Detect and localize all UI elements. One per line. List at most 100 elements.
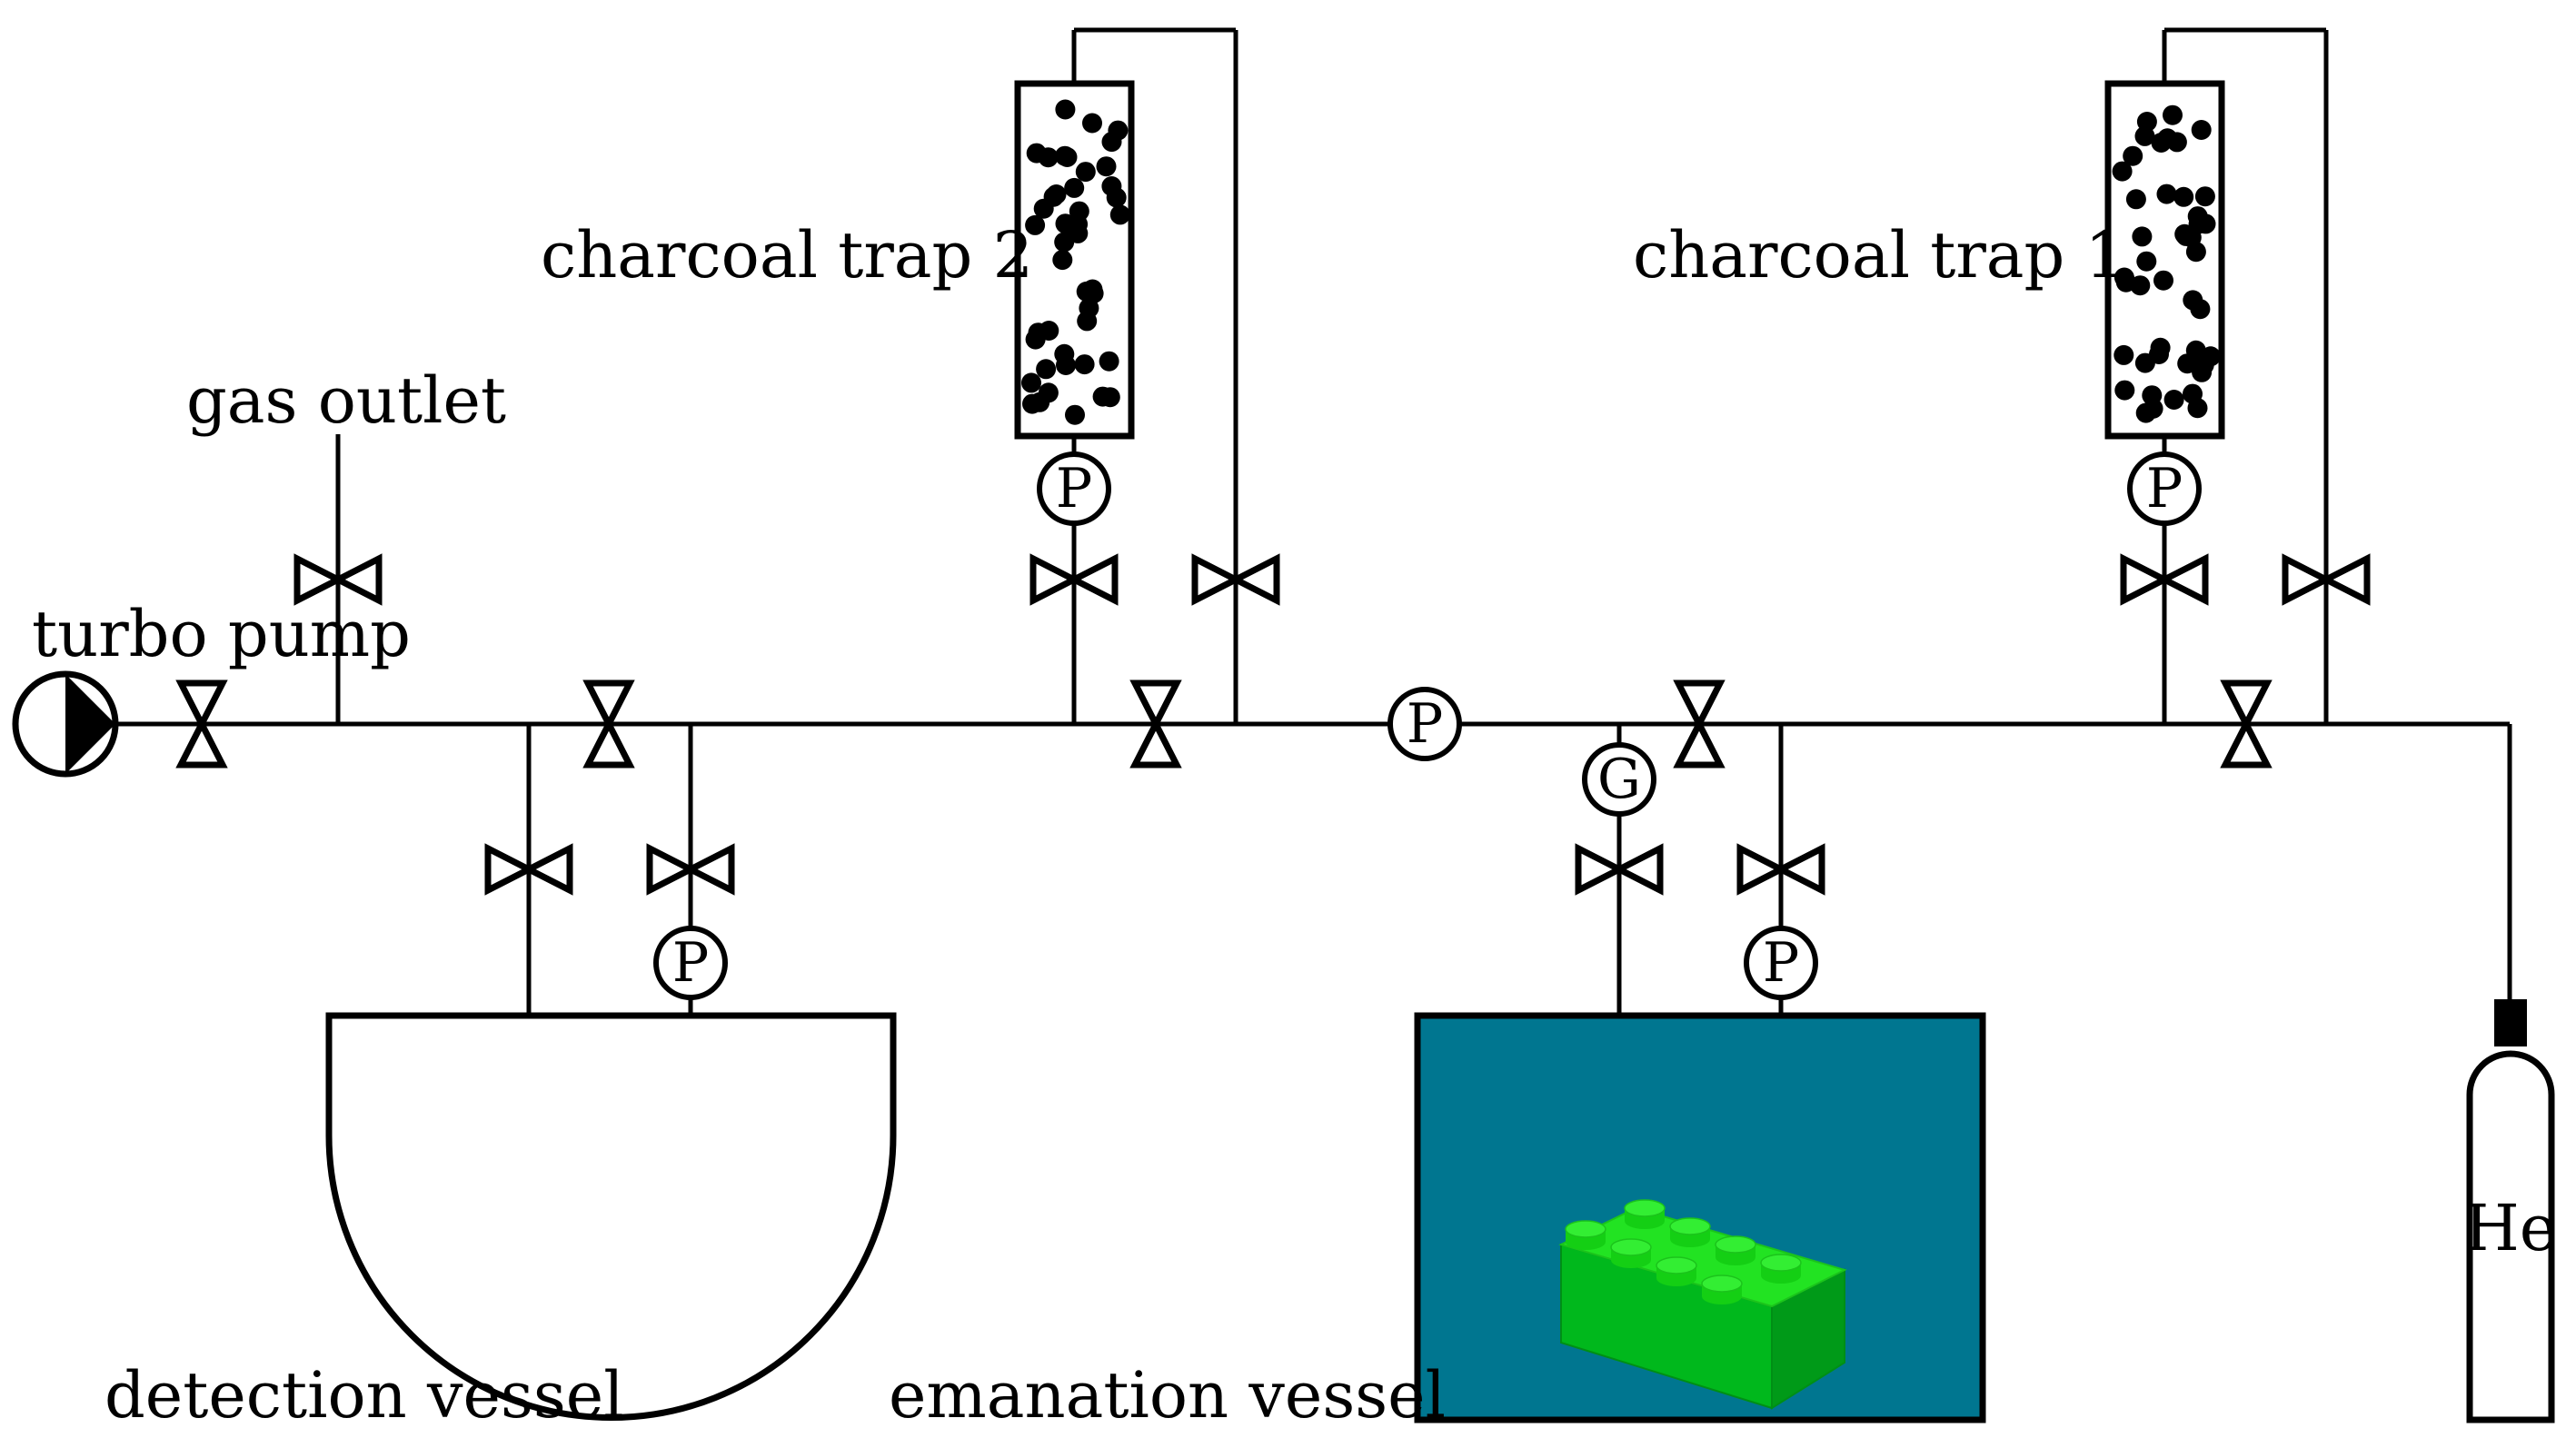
svg-text:P: P <box>2146 457 2183 521</box>
pressure-gauge-main: P <box>1387 687 1462 761</box>
charcoal-granule <box>2177 353 2198 374</box>
charcoal-granule <box>1074 354 1095 375</box>
charcoal-granule <box>1096 156 1117 177</box>
charcoal-granule <box>2135 402 2156 423</box>
charcoal-granule <box>1065 404 1085 425</box>
emanation-vessel-label: emanation vessel <box>889 1358 1446 1433</box>
charcoal-granule <box>1052 250 1073 271</box>
charcoal-granule <box>1099 351 1119 372</box>
charcoal-granule <box>2156 183 2177 204</box>
charcoal-trap-1-label: charcoal trap 1 <box>1633 218 2125 293</box>
charcoal-granule <box>1036 359 1057 380</box>
brick-stud <box>1610 1238 1652 1268</box>
charcoal-granule <box>1021 372 1041 393</box>
charcoal-granule <box>1055 99 1076 120</box>
helium-label: He <box>2464 1191 2557 1265</box>
charcoal-granule <box>1092 386 1113 407</box>
svg-text:P: P <box>1763 931 1799 995</box>
detection-vessel <box>325 1012 897 1421</box>
brick-stud <box>1760 1254 1802 1284</box>
pressure-gauge-emanation: P <box>1744 926 1818 1000</box>
charcoal-granule <box>1057 147 1078 167</box>
helium-bottle-valve <box>2494 999 2527 1046</box>
gas-outlet-label: gas outlet <box>186 363 506 438</box>
valve-turbo-pump[interactable] <box>175 679 228 769</box>
charcoal-granule <box>2157 128 2178 149</box>
valve-emanation-right[interactable] <box>1736 843 1825 896</box>
valve-detection-left[interactable] <box>484 843 573 896</box>
valve-trap2-inlet[interactable] <box>1029 553 1119 606</box>
charcoal-granule <box>1106 187 1127 208</box>
pressure-gauge-trap2: P <box>1037 451 1111 526</box>
charcoal-granule <box>1082 113 1102 134</box>
charcoal-granule <box>2142 385 2163 406</box>
charcoal-granule <box>2187 398 2208 419</box>
charcoal-granule <box>2200 346 2221 367</box>
charcoal-granule <box>1033 198 1054 219</box>
charcoal-granule <box>2153 270 2173 291</box>
turbo-pump-label: turbo pump <box>32 597 411 671</box>
svg-text:P: P <box>672 931 709 995</box>
charcoal-granule <box>2134 125 2155 146</box>
gas-gauge-emanation: G <box>1582 742 1656 817</box>
brick-stud <box>1565 1220 1606 1250</box>
charcoal-granule <box>2123 145 2143 166</box>
charcoal-granule <box>1025 329 1046 350</box>
pressure-gauge-detection: P <box>653 926 728 1000</box>
charcoal-granule <box>2163 104 2183 125</box>
charcoal-granule <box>1082 279 1103 300</box>
svg-text:G: G <box>1597 748 1641 811</box>
charcoal-granule <box>2136 251 2157 272</box>
svg-text:P: P <box>1056 457 1092 521</box>
charcoal-granule <box>2132 226 2153 247</box>
charcoal-granule <box>2163 390 2184 410</box>
valve-gas-outlet[interactable] <box>293 553 383 606</box>
charcoal-trap-1-granules <box>2112 104 2221 423</box>
charcoal-granule <box>2191 120 2212 140</box>
charcoal-granule <box>2183 290 2203 311</box>
charcoal-granule <box>1109 204 1130 225</box>
brick-stud <box>1701 1274 1743 1304</box>
charcoal-trap-2-granules <box>1021 99 1130 425</box>
valve-main-4[interactable] <box>2220 679 2273 769</box>
helium-bottle <box>2466 1050 2555 1423</box>
brick-sample-icon <box>1558 1199 1847 1410</box>
brick-stud <box>1715 1235 1756 1265</box>
detection-vessel-label: detection vessel <box>104 1358 624 1433</box>
charcoal-granule <box>2125 189 2146 210</box>
valve-main-3[interactable] <box>1673 679 1726 769</box>
turbo-pump-icon[interactable] <box>12 670 119 778</box>
charcoal-granule <box>1064 177 1085 198</box>
charcoal-granule <box>2114 380 2135 401</box>
valve-trap1-inlet[interactable] <box>2120 553 2209 606</box>
charcoal-granule <box>2181 227 2202 248</box>
valve-emanation-left[interactable] <box>1575 843 1664 896</box>
charcoal-granule <box>1068 223 1089 243</box>
charcoal-granule <box>1108 120 1129 141</box>
charcoal-granule <box>2130 275 2151 296</box>
svg-text:P: P <box>1407 692 1443 756</box>
brick-stud <box>1669 1217 1711 1247</box>
charcoal-granule <box>1038 382 1059 403</box>
charcoal-granule <box>1056 355 1076 375</box>
charcoal-trap-2 <box>1014 80 1135 440</box>
valve-trap2-bypass[interactable] <box>1191 553 1280 606</box>
charcoal-trap-1 <box>2104 80 2225 440</box>
charcoal-granule <box>1038 147 1059 168</box>
valve-detection-right[interactable] <box>646 843 735 896</box>
pressure-gauge-trap1: P <box>2127 451 2202 526</box>
charcoal-granule <box>2194 186 2215 207</box>
valve-trap1-bypass[interactable] <box>2282 553 2371 606</box>
brick-stud <box>1656 1256 1697 1286</box>
charcoal-granule <box>1025 214 1046 235</box>
charcoal-granule <box>1079 298 1099 319</box>
brick-stud <box>1624 1199 1666 1229</box>
valve-main-1[interactable] <box>582 679 635 769</box>
valve-main-2[interactable] <box>1129 679 1182 769</box>
charcoal-granule <box>1075 162 1096 183</box>
charcoal-granule <box>2173 186 2194 207</box>
charcoal-granule <box>1022 393 1042 414</box>
charcoal-granule <box>2112 161 2133 182</box>
charcoal-granule <box>2114 344 2134 365</box>
